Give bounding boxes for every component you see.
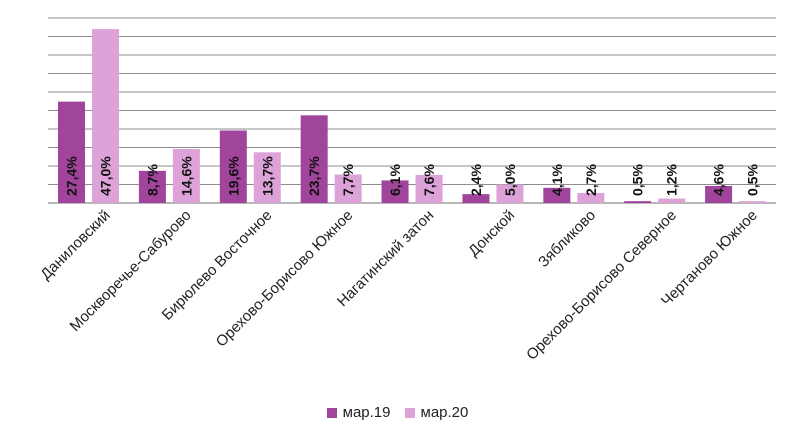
bar-series-2-3 [253, 152, 281, 203]
bar-series-1-9 [705, 185, 733, 203]
legend-label-series-1: мар.19 [342, 404, 391, 421]
data-label-series-1-9: 4,6% [711, 164, 727, 196]
bar-series-2-2 [172, 148, 200, 203]
data-label-series-1-1: 27,4% [64, 156, 80, 196]
bar-series-1-2 [138, 170, 166, 203]
category-label-4: Орехово-Борисово Южное [213, 207, 357, 351]
bar-series-1-7 [543, 187, 571, 203]
category-labels: ДаниловскийМоскворечье-СабуровоБирюлево … [37, 207, 761, 364]
data-label-series-1-7: 4,1% [549, 164, 565, 196]
legend: мар.19 мар.20 [0, 404, 795, 421]
bar-series-2-9 [739, 201, 767, 203]
data-label-series-1-2: 8,7% [144, 164, 160, 196]
data-labels: 27,4% 47,0% 8,7% 14,6% 19,6% 13,7% 23,7% 7,7% 6,… [64, 156, 761, 196]
data-label-series-1-8: 0,5% [630, 164, 646, 196]
bar-series-1-4 [300, 115, 328, 203]
data-label-series-2-3: 13,7% [259, 156, 275, 196]
legend-item-series-2: мар.20 [404, 404, 469, 421]
bar-series-2-4 [334, 174, 362, 203]
data-label-series-2-6: 5,0% [502, 164, 518, 196]
data-label-series-1-3: 19,6% [225, 156, 241, 196]
bar-series-2-8 [658, 198, 686, 203]
bar-series-2-1 [92, 29, 119, 203]
data-label-series-1-4: 23,7% [306, 156, 322, 196]
legend-item-series-1: мар.19 [326, 404, 391, 421]
data-label-series-2-2: 14,6% [178, 156, 194, 196]
bar-series-2-7 [577, 193, 605, 203]
data-label-series-2-9: 0,5% [745, 164, 761, 196]
category-label-8: Орехово-Борисово Северное [523, 207, 680, 364]
legend-swatch-series-2 [404, 407, 415, 418]
bar-series-2-6 [496, 184, 524, 203]
bar-series-1-1 [58, 101, 85, 203]
category-label-1: Даниловский [37, 207, 113, 283]
bar-series-1-5 [381, 180, 409, 203]
category-label-7: Зябликово [535, 207, 599, 271]
legend-swatch-series-1 [326, 407, 337, 418]
bar-series-1-3 [219, 130, 247, 203]
bars [58, 29, 767, 203]
data-label-series-2-7: 2,7% [583, 164, 599, 196]
data-label-series-2-8: 1,2% [664, 164, 680, 196]
data-label-series-2-5: 7,6% [421, 164, 437, 196]
category-label-6: Донской [465, 207, 518, 260]
data-label-series-2-4: 7,7% [340, 164, 356, 196]
gridlines [48, 17, 776, 204]
data-label-series-1-6: 2,4% [468, 164, 484, 196]
bar-series-2-5 [415, 174, 443, 203]
bar-series-1-8 [624, 201, 652, 203]
legend-label-series-2: мар.20 [420, 404, 469, 421]
bar-series-1-6 [462, 194, 490, 203]
data-label-series-1-5: 6,1% [387, 164, 403, 196]
data-label-series-2-1: 47,0% [98, 156, 114, 196]
